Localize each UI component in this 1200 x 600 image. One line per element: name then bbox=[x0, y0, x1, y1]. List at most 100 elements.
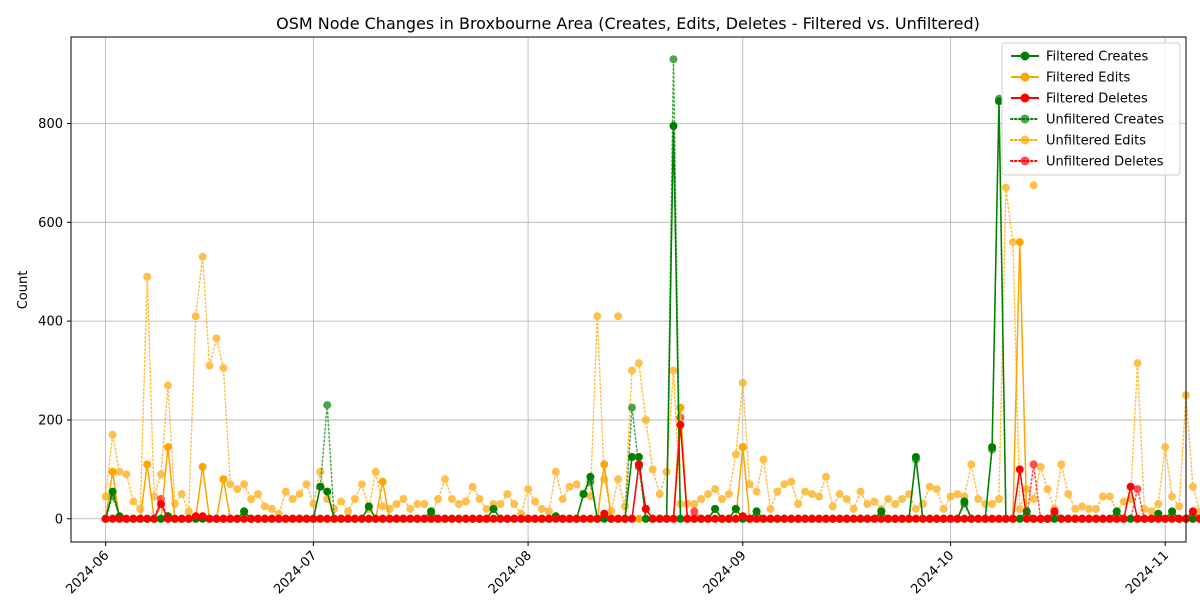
filtered-deletes-point bbox=[558, 514, 567, 523]
unfiltered-edits-point bbox=[281, 487, 290, 496]
unfiltered-edits-point bbox=[759, 455, 768, 464]
unfiltered-edits-point bbox=[724, 490, 733, 499]
unfiltered-edits-series bbox=[101, 181, 1200, 518]
unfiltered-edits-point bbox=[247, 495, 256, 503]
unfiltered-edits-point bbox=[773, 487, 782, 496]
unfiltered-edits-point bbox=[1188, 482, 1197, 491]
filtered-deletes-point bbox=[427, 514, 436, 523]
unfiltered-edits-point bbox=[170, 500, 179, 508]
filtered-deletes-point bbox=[122, 514, 131, 523]
unfiltered-creates-point bbox=[628, 403, 636, 412]
unfiltered-edits-point bbox=[357, 480, 366, 489]
unfiltered-edits-point bbox=[337, 497, 346, 506]
filtered-deletes-point bbox=[247, 514, 256, 523]
filtered-deletes-point bbox=[669, 514, 678, 523]
filtered-deletes-point bbox=[434, 514, 442, 523]
filtered-deletes-point bbox=[344, 514, 352, 523]
filtered-deletes-point bbox=[420, 514, 429, 523]
filtered-deletes-point bbox=[1147, 514, 1156, 523]
unfiltered-edits-point bbox=[122, 470, 131, 479]
filtered-deletes-point bbox=[364, 514, 373, 523]
unfiltered-edits-point bbox=[1085, 504, 1093, 513]
filtered-deletes-point bbox=[787, 514, 796, 523]
filtered-deletes-point bbox=[995, 514, 1003, 523]
filtered-deletes-point bbox=[1105, 514, 1114, 523]
filtered-deletes-point bbox=[150, 514, 159, 523]
filtered-creates-point bbox=[995, 97, 1003, 106]
unfiltered-edits-point bbox=[891, 500, 900, 508]
filtered-deletes-point bbox=[607, 514, 616, 523]
filtered-deletes-point bbox=[579, 514, 588, 523]
filtered-deletes-point bbox=[794, 514, 803, 523]
filtered-deletes-point bbox=[337, 514, 346, 523]
filtered-deletes-point bbox=[309, 514, 318, 523]
unfiltered-edits-point bbox=[1161, 443, 1170, 452]
filtered-deletes-point bbox=[704, 514, 713, 523]
filtered-deletes-point bbox=[724, 514, 733, 523]
filtered-edits-point bbox=[143, 460, 152, 469]
filtered-deletes-point bbox=[385, 514, 394, 523]
unfiltered-edits-point bbox=[939, 504, 948, 513]
unfiltered-edits-point bbox=[1057, 460, 1066, 469]
filtered-deletes-point bbox=[482, 514, 491, 523]
unfiltered-edits-point bbox=[995, 495, 1003, 503]
unfiltered-edits-point bbox=[260, 502, 269, 511]
unfiltered-edits-point bbox=[794, 500, 803, 508]
filtered-deletes-point bbox=[759, 514, 768, 523]
filtered-deletes-point bbox=[1050, 507, 1059, 516]
unfiltered-edits-point bbox=[1008, 238, 1017, 247]
filtered-creates-point bbox=[579, 490, 588, 499]
unfiltered-deletes-point bbox=[1029, 460, 1038, 469]
filtered-deletes-point bbox=[170, 514, 179, 523]
filtered-edits-point bbox=[164, 443, 172, 452]
unfiltered-edits-point bbox=[475, 495, 484, 503]
unfiltered-edits-point bbox=[669, 366, 678, 375]
unfiltered-edits-point bbox=[482, 504, 491, 513]
unfiltered-edits-point bbox=[420, 500, 429, 508]
filtered-deletes-point bbox=[205, 514, 214, 523]
legend-marker-filtered-creates bbox=[1020, 51, 1030, 61]
filtered-deletes-point bbox=[925, 514, 934, 523]
unfiltered-edits-point bbox=[551, 467, 560, 476]
unfiltered-edits-point bbox=[1168, 492, 1177, 501]
filtered-deletes-point bbox=[357, 514, 366, 523]
filtered-deletes-point bbox=[212, 514, 221, 523]
filtered-deletes-point bbox=[697, 514, 706, 523]
filtered-deletes-point bbox=[136, 514, 145, 523]
filtered-creates-point bbox=[1188, 514, 1197, 523]
filtered-deletes-series bbox=[101, 420, 1200, 523]
unfiltered-edits-point bbox=[815, 492, 823, 501]
unfiltered-edits-point bbox=[704, 490, 713, 499]
unfiltered-edits-point bbox=[628, 366, 636, 375]
unfiltered-edits-point bbox=[1029, 181, 1038, 190]
filtered-creates-point bbox=[752, 507, 761, 516]
filtered-deletes-point bbox=[801, 514, 810, 523]
filtered-deletes-point bbox=[849, 514, 858, 523]
filtered-deletes-point bbox=[939, 514, 948, 523]
unfiltered-edits-point bbox=[510, 500, 519, 508]
filtered-deletes-point bbox=[967, 514, 976, 523]
unfiltered-edits-point bbox=[1092, 504, 1100, 513]
unfiltered-edits-point bbox=[697, 495, 706, 503]
legend-label-filtered-edits: Filtered Edits bbox=[1046, 71, 1130, 86]
unfiltered-edits-point bbox=[378, 502, 387, 511]
unfiltered-edits-point bbox=[1154, 500, 1163, 508]
filtered-creates-point bbox=[1112, 507, 1121, 516]
unfiltered-edits-point bbox=[738, 378, 747, 387]
filtered-deletes-point bbox=[1092, 514, 1100, 523]
unfiltered-edits-point bbox=[932, 485, 941, 494]
filtered-creates-point bbox=[1015, 514, 1024, 523]
filtered-deletes-point bbox=[648, 514, 657, 523]
filtered-deletes-point bbox=[489, 514, 498, 523]
filtered-deletes-point bbox=[960, 514, 969, 523]
filtered-deletes-point bbox=[1043, 514, 1052, 523]
filtered-edits-point bbox=[378, 477, 387, 486]
filtered-deletes-point bbox=[323, 514, 332, 523]
filtered-deletes-point bbox=[766, 514, 775, 523]
filtered-deletes-point bbox=[905, 514, 913, 523]
filtered-deletes-point bbox=[911, 514, 920, 523]
filtered-creates-point bbox=[316, 482, 325, 491]
filtered-deletes-point bbox=[177, 514, 186, 523]
filtered-creates-point bbox=[731, 504, 740, 513]
unfiltered-edits-point bbox=[129, 497, 138, 506]
